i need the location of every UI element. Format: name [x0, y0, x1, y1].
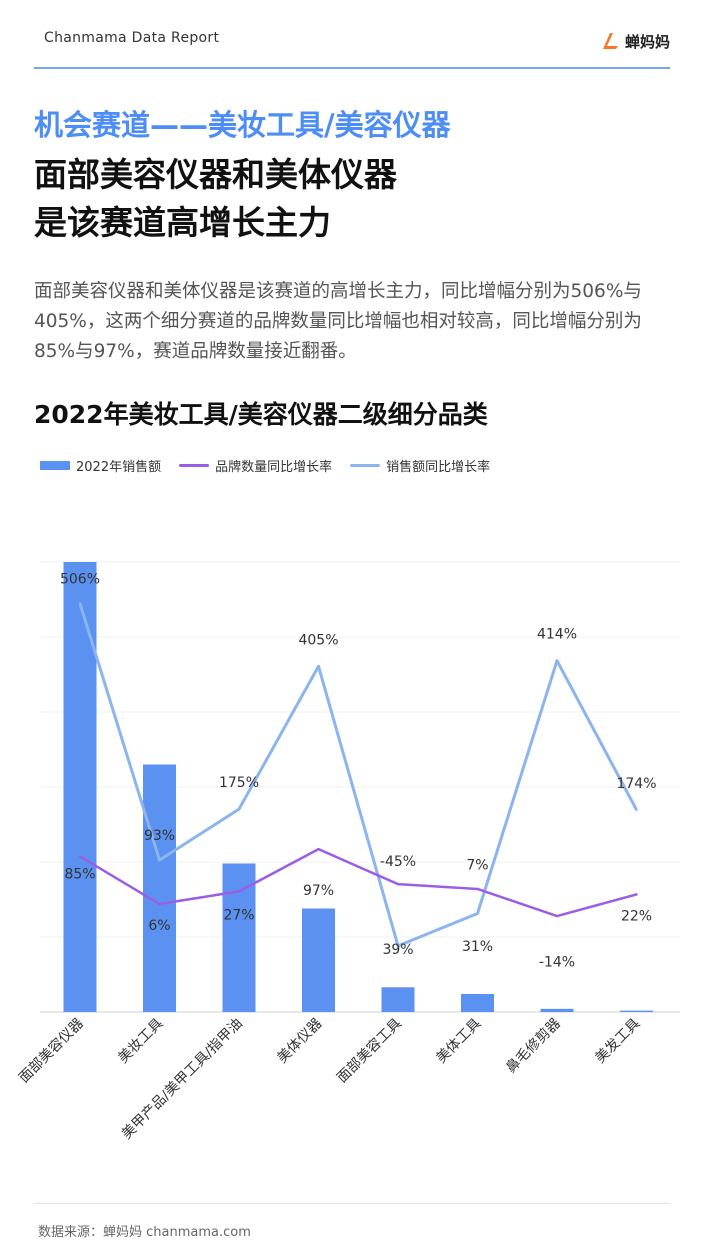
sales-growth-point-2 [237, 807, 241, 811]
sales-growth-point-0 [78, 602, 82, 605]
legend-swatch-brand-line [179, 464, 210, 467]
bar-1 [143, 764, 176, 1012]
sales-growth-label-5: 7% [466, 858, 488, 874]
sales-growth-point-7 [635, 808, 638, 811]
header-brand: Chanmama Data Report [44, 30, 220, 46]
brand-growth-point-6 [555, 914, 559, 918]
sales-growth-label-6: 414% [537, 627, 577, 643]
brand-growth-point-1 [158, 902, 161, 906]
legend-item-brand-growth: 品牌数量同比增长率 [179, 456, 332, 475]
brand-growth-label-6: -14% [539, 954, 575, 970]
chart-legend: 2022年销售额 品牌数量同比增长率 销售额同比增长率 [40, 456, 508, 475]
bar-4 [381, 987, 415, 1012]
bar-0 [63, 562, 97, 1012]
logo: 蝉妈妈 [599, 30, 670, 52]
brand-growth-point-2 [237, 890, 241, 893]
brand-growth-point-7 [635, 893, 638, 896]
category-label-5: 美体工具 [433, 1016, 484, 1067]
brand-growth-point-4 [396, 882, 400, 886]
legend-item-sales-growth: 销售额同比增长率 [350, 456, 490, 475]
sales-growth-label-4: -45% [380, 854, 416, 870]
legend-label-sales-growth: 销售额同比增长率 [386, 460, 491, 475]
sales-growth-point-5 [476, 912, 479, 915]
logo-text: 蝉妈妈 [624, 32, 670, 51]
chanmama-logo-icon [602, 33, 618, 49]
sales-growth-label-3: 405% [298, 632, 338, 648]
sales-growth-label-7: 174% [616, 776, 656, 792]
summary-paragraph: 面部美容仪器和美体仪器是该赛道的高增长主力，同比增幅分别为506%与405%，这… [34, 281, 642, 362]
footer-divider [34, 1203, 670, 1204]
bar-6 [540, 1008, 574, 1012]
bar-7 [620, 1010, 653, 1012]
sales-growth-label-2: 175% [219, 775, 259, 791]
bar-3 [302, 908, 335, 1012]
bar-5 [461, 994, 494, 1012]
brand-growth-line [79, 847, 637, 918]
legend-label-sales: 2022年销售额 [76, 460, 162, 475]
category-label-7: 美发工具 [592, 1016, 643, 1067]
chart-canvas: 506% 93% 175% 405% -45% 7% 414% 174% 85% 6% 27% 97%… [15, 561, 680, 1142]
brand-growth-label-5: 31% [462, 939, 493, 955]
chart-title: 2022年美妆工具/美容仪器二级细分品类 [34, 400, 488, 429]
header-divider [34, 67, 670, 69]
data-source: 数据来源：蝉妈妈 chanmama.com [38, 1225, 251, 1240]
sales-growth-label-0: 506% [60, 572, 100, 588]
legend-item-sales: 2022年销售额 [40, 456, 161, 475]
category-label-0: 面部美容仪器 [15, 1015, 86, 1086]
legend-swatch-sales-line [350, 464, 381, 467]
sales-growth-line [78, 603, 638, 948]
sales-growth-label-1: 93% [144, 828, 175, 844]
brand-growth-point-0 [78, 855, 82, 858]
brand-growth-label-4: 39% [382, 942, 413, 958]
category-label-3: 美体仪器 [274, 1016, 325, 1067]
headline-line-1: 面部美容仪器和美体仪器 [34, 155, 397, 194]
category-label-1: 美妆工具 [115, 1016, 166, 1067]
brand-growth-label-3: 97% [303, 883, 334, 899]
sales-growth-point-1 [158, 858, 161, 862]
category-label-6: 鼻毛修剪器 [502, 1015, 564, 1077]
brand-growth-label-2: 27% [223, 907, 254, 923]
brand-growth-label-7: 22% [621, 908, 652, 924]
legend-label-brand-growth: 品牌数量同比增长率 [215, 460, 333, 475]
headline-line-2: 是该赛道高增长主力 [34, 203, 331, 242]
sales-growth-point-3 [317, 665, 320, 668]
brand-growth-label-0: 85% [64, 866, 95, 882]
category-label-4: 面部美容工具 [333, 1015, 404, 1086]
brand-growth-label-1: 6% [148, 918, 170, 934]
sales-growth-point-4 [396, 944, 400, 948]
brand-growth-point-3 [317, 847, 320, 851]
sales-growth-point-6 [555, 659, 559, 662]
section-title: 机会赛道——美妆工具/美容仪器 [34, 108, 451, 142]
legend-swatch-bar [40, 461, 70, 470]
bar-2 [222, 863, 256, 1012]
brand-growth-point-5 [476, 887, 479, 891]
